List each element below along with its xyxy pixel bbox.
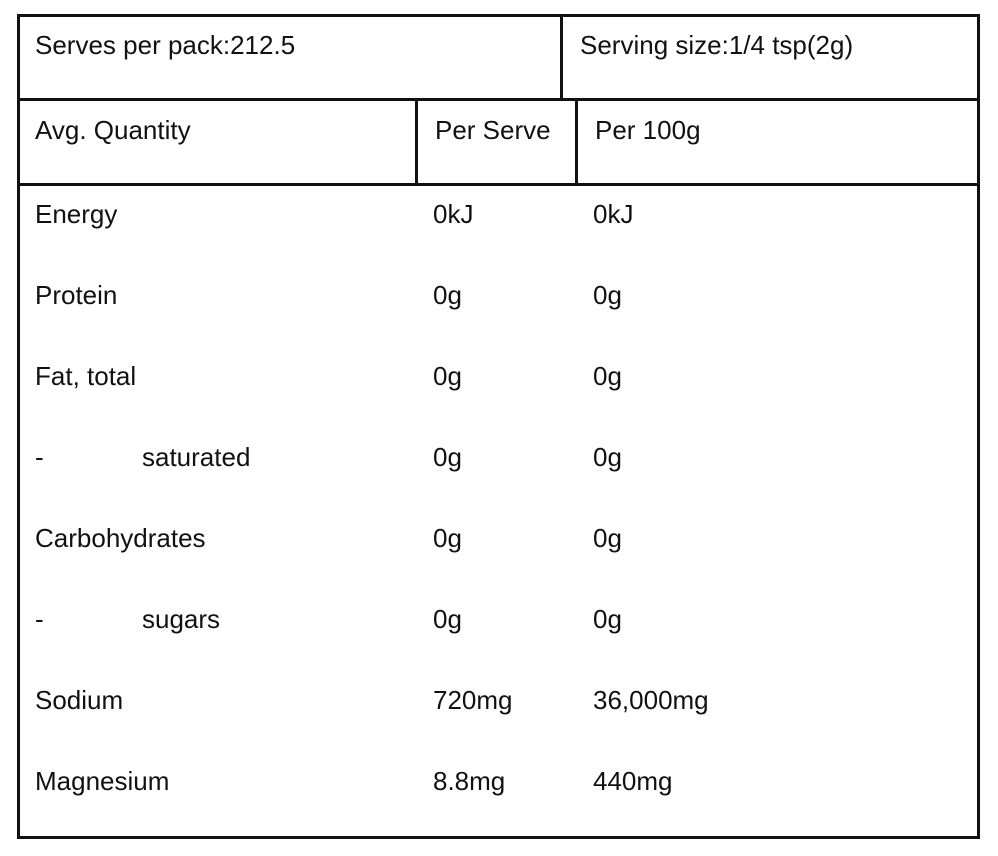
col-divider (575, 99, 578, 185)
row-prefix: - (35, 604, 44, 634)
per-100g: 0g (593, 280, 622, 310)
column-header: Per Serve (435, 115, 551, 145)
column-header: Per 100g (595, 115, 701, 145)
per-serve: 0g (433, 280, 462, 310)
row-divider (17, 183, 980, 186)
row-name: saturated (142, 442, 251, 472)
row-prefix: - (35, 442, 44, 472)
per-100g: 0g (593, 442, 622, 472)
border-left (17, 14, 20, 839)
per-100g: 36,000mg (593, 685, 709, 715)
row-name: Magnesium (35, 766, 170, 796)
row-divider (17, 98, 980, 101)
border-bottom (17, 836, 980, 839)
column-header: Avg. Quantity (35, 115, 191, 145)
per-serve: 720mg (433, 685, 513, 715)
col-divider (560, 14, 563, 100)
row-name: Carbohydrates (35, 523, 206, 553)
row-name: sugars (142, 604, 221, 634)
row-name: Energy (35, 199, 118, 229)
per-serve: 0g (433, 523, 462, 553)
per-serve: 0g (433, 604, 462, 634)
border-top (17, 14, 980, 17)
per-serve: 0g (433, 361, 462, 391)
per-100g: 0kJ (593, 199, 634, 229)
row-name: Sodium (35, 685, 124, 715)
row-name: Protein (35, 280, 118, 310)
per-serve: 0kJ (433, 199, 474, 229)
border-right (977, 14, 980, 839)
per-100g: 0g (593, 523, 622, 553)
per-100g: 0g (593, 361, 622, 391)
per-100g: 440mg (593, 766, 673, 796)
row-name: Fat, total (35, 361, 137, 391)
per-serve: 0g (433, 442, 462, 472)
serving-size: Serving size:1/4 tsp(2g) (580, 30, 854, 60)
per-100g: 0g (593, 604, 622, 634)
serves-per-pack: Serves per pack:212.5 (35, 30, 296, 60)
col-divider (415, 99, 418, 185)
per-serve: 8.8mg (433, 766, 506, 796)
